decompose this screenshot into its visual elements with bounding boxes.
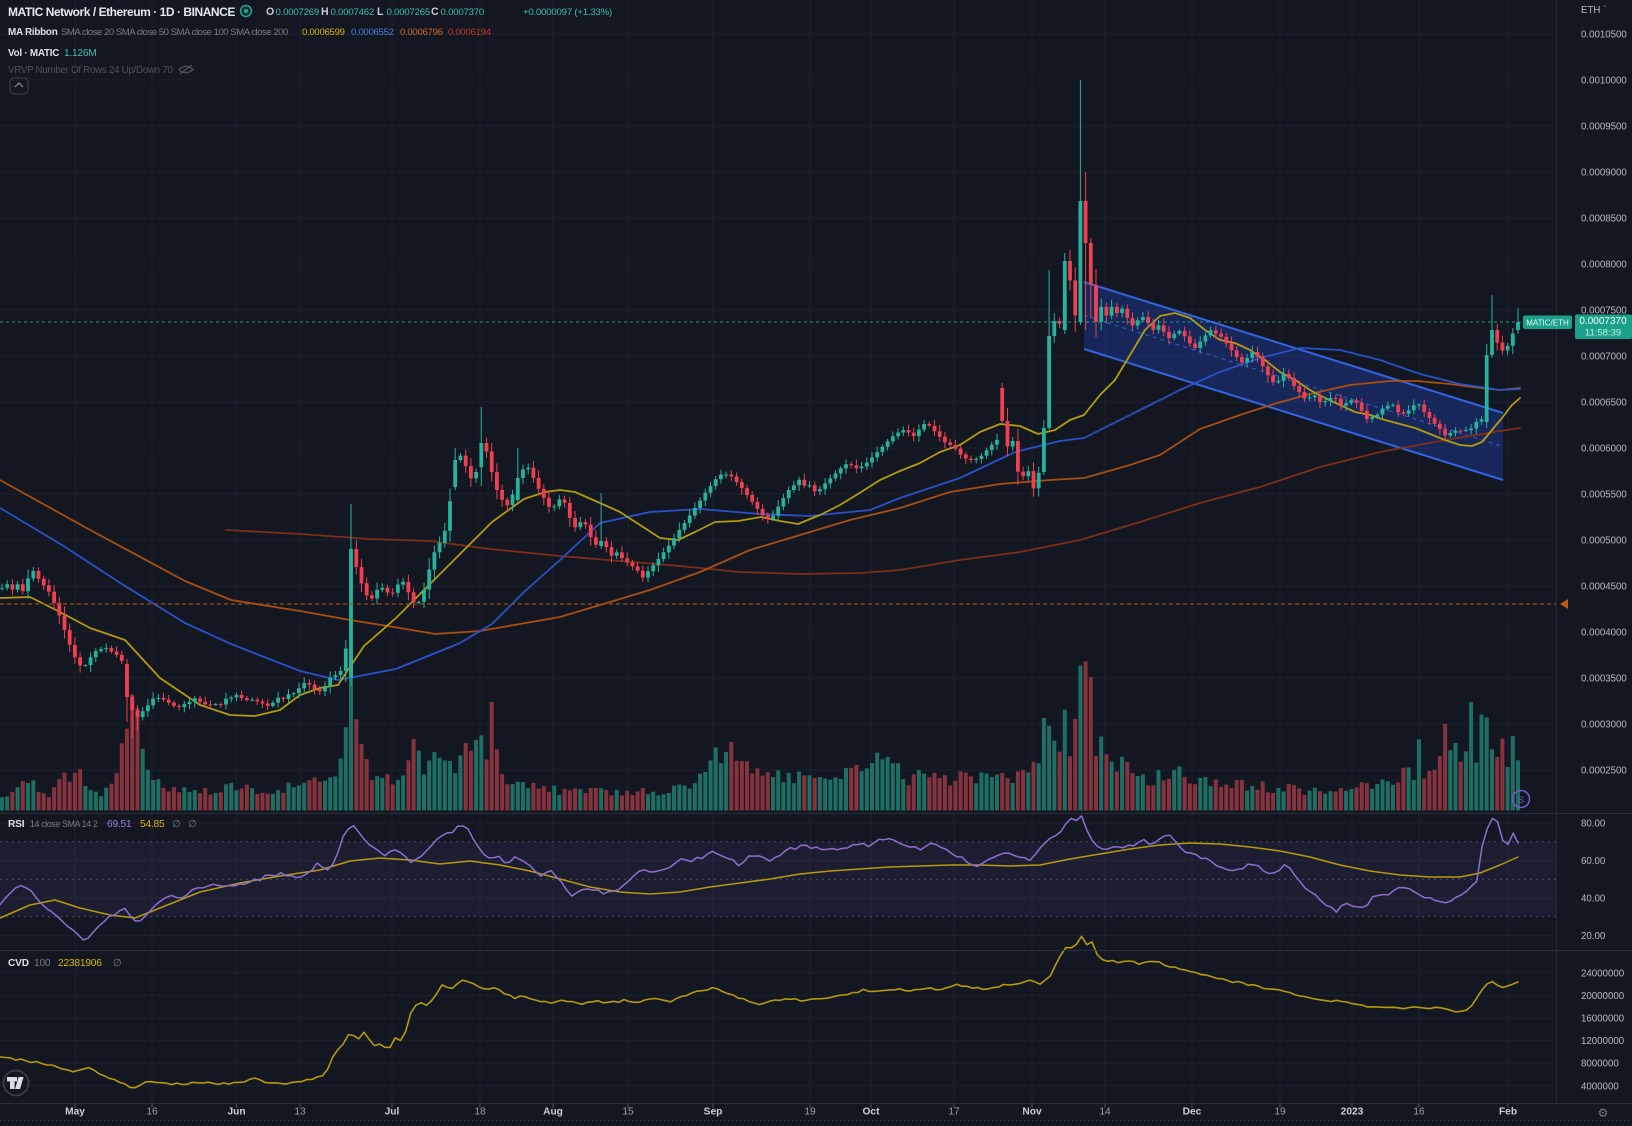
svg-text:14: 14: [1099, 1107, 1111, 1118]
svg-text:18: 18: [474, 1107, 486, 1118]
svg-text:CVD: CVD: [8, 958, 29, 969]
svg-text:0.0010500: 0.0010500: [1581, 30, 1627, 41]
svg-text:Oct: Oct: [863, 1107, 881, 1118]
svg-text:VRVP Number Of Rows 24 Up/Down: VRVP Number Of Rows 24 Up/Down 70: [8, 65, 173, 76]
svg-text:RSI: RSI: [8, 819, 25, 830]
svg-text:Jun: Jun: [227, 1107, 245, 1118]
svg-text:22381906: 22381906: [58, 958, 102, 969]
svg-text:MATIC Network / Ethereum · 1D: MATIC Network / Ethereum · 1D · BINANCE: [8, 5, 235, 19]
svg-text:14 close SMA 14 2: 14 close SMA 14 2: [30, 819, 98, 829]
svg-text:0.0007265: 0.0007265: [387, 7, 431, 18]
svg-text:Aug: Aug: [543, 1107, 563, 1118]
svg-text:0.0009000: 0.0009000: [1581, 168, 1627, 179]
svg-text:0.0004000: 0.0004000: [1581, 628, 1627, 639]
svg-text:0.0008500: 0.0008500: [1581, 214, 1627, 225]
svg-text:12000000: 12000000: [1581, 1036, 1625, 1047]
svg-text:15: 15: [622, 1107, 634, 1118]
svg-text:0.0006599: 0.0006599: [302, 27, 345, 38]
svg-text:∅: ∅: [188, 819, 197, 830]
svg-text:16: 16: [1413, 1107, 1425, 1118]
svg-text:0.0007000: 0.0007000: [1581, 352, 1627, 363]
svg-text:0.0003500: 0.0003500: [1581, 674, 1627, 685]
svg-text:4000000: 4000000: [1581, 1081, 1619, 1092]
svg-text:H: H: [321, 6, 328, 18]
svg-text:20000000: 20000000: [1581, 991, 1625, 1002]
svg-text:O: O: [266, 6, 274, 18]
svg-text:0.0006796: 0.0006796: [400, 27, 443, 38]
svg-text:0.0008000: 0.0008000: [1581, 260, 1627, 271]
svg-text:Vol · MATIC: Vol · MATIC: [8, 48, 59, 59]
svg-text:SMA close 20 SMA close 50 SMA: SMA close 20 SMA close 50 SMA close 100 …: [61, 27, 288, 38]
svg-text:0.0005500: 0.0005500: [1581, 490, 1627, 501]
svg-text:0.0007269: 0.0007269: [276, 7, 320, 18]
svg-text:C: C: [431, 6, 439, 18]
svg-text:24000000: 24000000: [1581, 968, 1625, 979]
svg-text:0.0007370: 0.0007370: [1579, 316, 1627, 327]
svg-text:80.00: 80.00: [1581, 819, 1606, 830]
svg-text:0.0006194: 0.0006194: [448, 27, 492, 38]
svg-text:20.00: 20.00: [1581, 931, 1606, 942]
svg-text:∅: ∅: [113, 958, 122, 969]
svg-text:S: S: [1518, 795, 1524, 805]
svg-text:69.51: 69.51: [107, 819, 132, 830]
svg-text:0.0007370: 0.0007370: [441, 7, 485, 18]
svg-text:60.00: 60.00: [1581, 856, 1606, 867]
svg-text:MATIC/ETH: MATIC/ETH: [1526, 319, 1569, 328]
svg-text:8000000: 8000000: [1581, 1059, 1619, 1070]
svg-text:MA Ribbon: MA Ribbon: [8, 27, 58, 38]
svg-text:19: 19: [1274, 1107, 1286, 1118]
svg-text:11:58:39: 11:58:39: [1585, 328, 1621, 339]
svg-text:13: 13: [294, 1107, 306, 1118]
svg-text:0.0007462: 0.0007462: [331, 7, 375, 18]
svg-text:ETH ˇ: ETH ˇ: [1581, 5, 1607, 16]
svg-text:0.0006000: 0.0006000: [1581, 444, 1627, 455]
svg-text:0.0003000: 0.0003000: [1581, 720, 1627, 731]
svg-text:16: 16: [146, 1107, 158, 1118]
svg-text:16000000: 16000000: [1581, 1014, 1625, 1025]
svg-text:0.0006552: 0.0006552: [351, 27, 394, 38]
svg-text:Nov: Nov: [1022, 1107, 1042, 1118]
svg-text:2023: 2023: [1341, 1107, 1364, 1118]
svg-text:⚙: ⚙: [1598, 1106, 1609, 1120]
svg-text:100: 100: [34, 958, 51, 969]
svg-text:0.0009500: 0.0009500: [1581, 122, 1627, 133]
svg-text:∅: ∅: [172, 819, 181, 830]
svg-text:19: 19: [804, 1107, 816, 1118]
svg-text:0.0004500: 0.0004500: [1581, 582, 1627, 593]
svg-text:40.00: 40.00: [1581, 894, 1606, 905]
svg-text:17: 17: [948, 1107, 960, 1118]
svg-text:0.0006500: 0.0006500: [1581, 398, 1627, 409]
svg-text:Dec: Dec: [1183, 1107, 1202, 1118]
svg-text:0.0007500: 0.0007500: [1581, 306, 1627, 317]
svg-text:+0.0000097 (+1.33%): +0.0000097 (+1.33%): [523, 7, 612, 18]
svg-text:54.85: 54.85: [140, 819, 165, 830]
svg-text:May: May: [65, 1107, 85, 1118]
svg-text:Sep: Sep: [704, 1107, 723, 1118]
svg-text:0.0002500: 0.0002500: [1581, 766, 1627, 777]
svg-text:Jul: Jul: [385, 1107, 400, 1118]
svg-text:Feb: Feb: [1499, 1107, 1517, 1118]
svg-text:0.0005000: 0.0005000: [1581, 536, 1627, 547]
svg-text:0.0010000: 0.0010000: [1581, 76, 1627, 87]
svg-text:1.126M: 1.126M: [64, 48, 96, 59]
svg-text:L: L: [377, 6, 384, 18]
